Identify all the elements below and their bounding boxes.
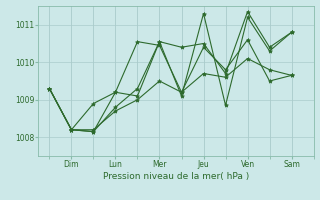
X-axis label: Pression niveau de la mer( hPa ): Pression niveau de la mer( hPa ) [103,172,249,181]
